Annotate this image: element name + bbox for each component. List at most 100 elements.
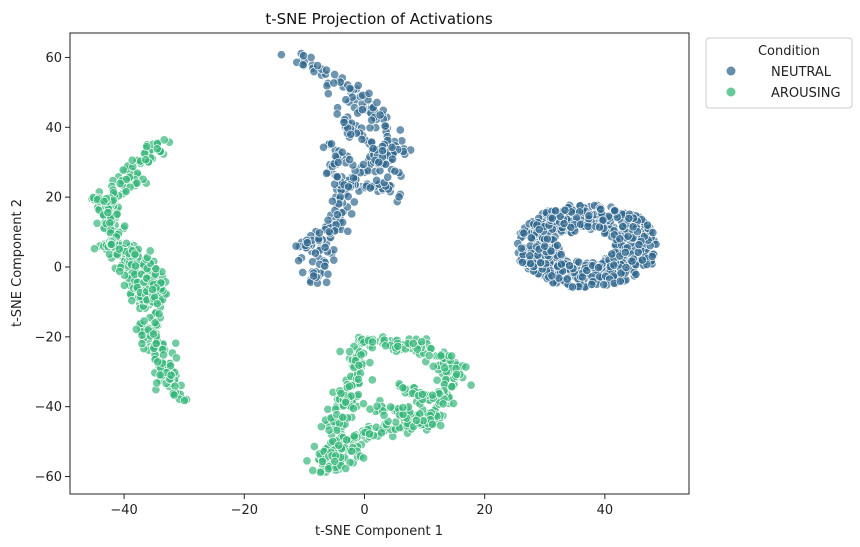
scatter-point-neutral bbox=[556, 259, 566, 269]
scatter-point-neutral bbox=[634, 240, 644, 250]
scatter-point-arousing bbox=[131, 324, 141, 334]
scatter-point-neutral bbox=[294, 256, 304, 266]
scatter-point-neutral bbox=[329, 78, 339, 88]
legend-marker-neutral bbox=[726, 66, 736, 76]
scatter-point-neutral bbox=[378, 146, 388, 156]
scatter-point-neutral bbox=[349, 173, 359, 183]
scatter-point-neutral bbox=[519, 228, 529, 238]
scatter-point-arousing bbox=[107, 239, 117, 249]
scatter-point-neutral bbox=[332, 172, 342, 182]
scatter-point-arousing bbox=[302, 456, 312, 466]
scatter-point-neutral bbox=[587, 279, 597, 289]
y-tick-label: 40 bbox=[45, 121, 62, 136]
y-tick-label: −40 bbox=[35, 400, 62, 415]
scatter-point-arousing bbox=[137, 339, 147, 349]
scatter-point-arousing bbox=[436, 351, 446, 361]
scatter-point-neutral bbox=[623, 231, 633, 241]
y-axis-title: t-SNE Component 2 bbox=[10, 199, 25, 327]
scatter-point-neutral bbox=[372, 175, 382, 185]
scatter-point-neutral bbox=[582, 265, 592, 275]
scatter-point-neutral bbox=[323, 269, 333, 279]
scatter-point-neutral bbox=[330, 69, 340, 80]
scatter-point-arousing bbox=[139, 316, 149, 326]
scatter-point-neutral bbox=[343, 182, 354, 192]
scatter-point-neutral bbox=[565, 261, 575, 271]
scatter-point-arousing bbox=[137, 330, 147, 340]
scatter-point-arousing bbox=[151, 338, 161, 349]
scatter-point-neutral bbox=[324, 227, 334, 237]
scatter-point-neutral bbox=[395, 125, 405, 135]
scatter-point-neutral bbox=[322, 168, 332, 178]
scatter-point-arousing bbox=[344, 381, 354, 391]
scatter-point-neutral bbox=[309, 271, 319, 281]
scatter-point-arousing bbox=[315, 467, 325, 477]
scatter-point-neutral bbox=[368, 143, 378, 153]
scatter-point-arousing bbox=[356, 350, 366, 360]
scatter-point-neutral bbox=[618, 221, 628, 232]
scatter-point-arousing bbox=[332, 425, 342, 435]
scatter-point-neutral bbox=[298, 267, 308, 278]
scatter-point-neutral bbox=[556, 250, 566, 260]
scatter-point-neutral bbox=[593, 263, 604, 273]
scatter-point-neutral bbox=[320, 261, 330, 271]
scatter-point-neutral bbox=[551, 206, 561, 216]
scatter-point-neutral bbox=[547, 271, 557, 281]
scatter-point-arousing bbox=[447, 382, 457, 392]
scatter-point-neutral bbox=[598, 215, 608, 225]
scatter-point-arousing bbox=[89, 244, 99, 254]
scatter-point-neutral bbox=[321, 65, 332, 75]
scatter-point-arousing bbox=[132, 178, 142, 188]
scatter-point-arousing bbox=[152, 378, 162, 388]
scatter-point-neutral bbox=[637, 255, 647, 265]
scatter-point-arousing bbox=[120, 221, 130, 231]
scatter-point-neutral bbox=[333, 157, 343, 168]
scatter-point-neutral bbox=[609, 260, 619, 270]
x-tick-label: 40 bbox=[597, 503, 614, 518]
scatter-point-arousing bbox=[112, 209, 122, 219]
scatter-point-arousing bbox=[342, 435, 352, 445]
scatter-point-arousing bbox=[150, 318, 160, 328]
scatter-point-arousing bbox=[427, 390, 438, 400]
legend: Condition NEUTRAL AROUSING bbox=[705, 37, 853, 109]
scatter-point-arousing bbox=[169, 390, 179, 400]
scatter-point-neutral bbox=[353, 80, 363, 91]
scatter-point-neutral bbox=[339, 117, 349, 127]
scatter-point-arousing bbox=[148, 284, 158, 295]
scatter-point-neutral bbox=[388, 154, 398, 164]
scatter-point-arousing bbox=[358, 399, 369, 409]
scatter-point-neutral bbox=[627, 256, 637, 266]
chart-title: t-SNE Projection of Activations bbox=[265, 10, 493, 28]
scatter-point-arousing bbox=[151, 264, 161, 274]
scatter-point-neutral bbox=[596, 204, 606, 214]
legend-frame bbox=[705, 37, 853, 109]
scatter-point-neutral bbox=[594, 222, 605, 232]
scatter-point-arousing bbox=[354, 360, 364, 370]
y-tick-label: −60 bbox=[35, 470, 62, 485]
scatter-point-neutral bbox=[383, 172, 393, 182]
scatter-point-arousing bbox=[461, 362, 471, 372]
scatter-point-arousing bbox=[145, 246, 155, 256]
scatter-point-neutral bbox=[607, 249, 617, 259]
scatter-point-arousing bbox=[127, 155, 137, 165]
scatter-point-neutral bbox=[534, 224, 544, 235]
scatter-point-arousing bbox=[148, 329, 159, 339]
scatter-point-arousing bbox=[130, 249, 140, 259]
scatter-point-arousing bbox=[424, 351, 434, 361]
scatter-point-neutral bbox=[357, 105, 367, 115]
scatter-point-arousing bbox=[153, 357, 163, 367]
scatter-point-neutral bbox=[346, 129, 356, 139]
x-tick-label: −20 bbox=[231, 503, 258, 518]
scatter-point-arousing bbox=[115, 266, 125, 276]
scatter-point-neutral bbox=[323, 89, 333, 99]
scatter-point-arousing bbox=[367, 337, 378, 347]
scatter-point-neutral bbox=[647, 251, 657, 261]
scatter-point-neutral bbox=[318, 142, 329, 152]
scatter-point-arousing bbox=[408, 338, 418, 348]
scatter-point-arousing bbox=[338, 412, 348, 422]
scatter-point-arousing bbox=[166, 370, 176, 380]
scatter-point-neutral bbox=[380, 121, 390, 131]
scatter-point-arousing bbox=[452, 369, 462, 379]
scatter-point-arousing bbox=[308, 465, 318, 476]
scatter-point-neutral bbox=[298, 60, 308, 70]
scatter-point-arousing bbox=[324, 425, 334, 435]
